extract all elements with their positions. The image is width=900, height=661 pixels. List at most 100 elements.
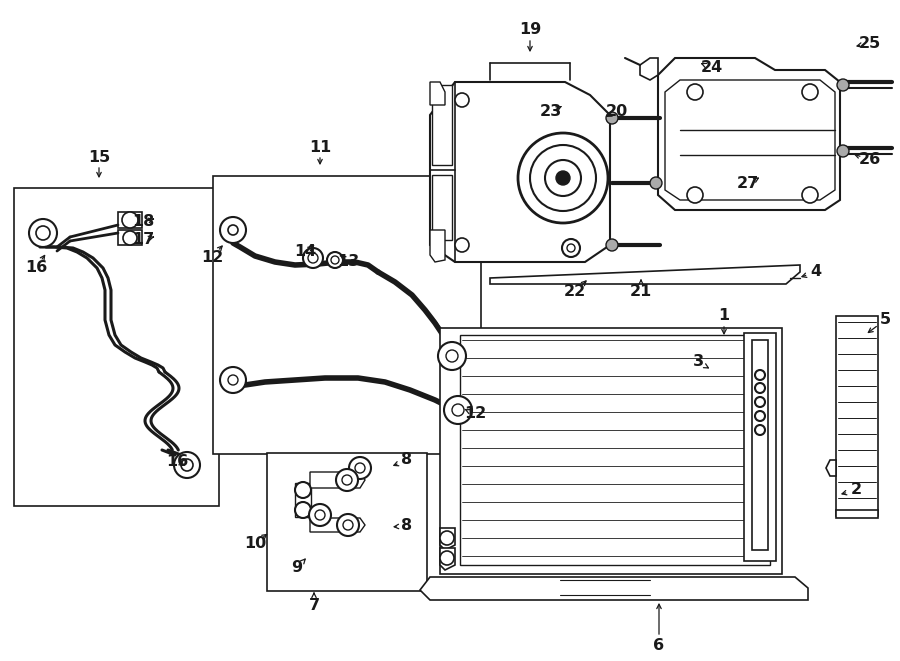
- Circle shape: [556, 171, 570, 185]
- Circle shape: [220, 367, 246, 393]
- Circle shape: [331, 256, 339, 264]
- Circle shape: [355, 463, 365, 473]
- Polygon shape: [752, 340, 768, 550]
- Circle shape: [452, 404, 464, 416]
- Circle shape: [36, 226, 50, 240]
- Text: 23: 23: [540, 104, 562, 120]
- Circle shape: [837, 79, 849, 91]
- Circle shape: [174, 452, 200, 478]
- Circle shape: [837, 145, 849, 157]
- Circle shape: [545, 160, 581, 196]
- Circle shape: [228, 225, 238, 235]
- Circle shape: [755, 411, 765, 421]
- Circle shape: [181, 459, 193, 471]
- Polygon shape: [267, 453, 427, 591]
- Circle shape: [337, 514, 359, 536]
- Text: 25: 25: [859, 36, 881, 50]
- Polygon shape: [460, 335, 770, 565]
- Circle shape: [802, 84, 818, 100]
- Text: 10: 10: [244, 535, 266, 551]
- Polygon shape: [295, 483, 311, 517]
- Circle shape: [228, 375, 238, 385]
- Circle shape: [303, 248, 323, 268]
- Circle shape: [606, 112, 618, 124]
- Text: 18: 18: [132, 215, 154, 229]
- Circle shape: [438, 342, 466, 370]
- Circle shape: [342, 475, 352, 485]
- Polygon shape: [744, 333, 776, 561]
- Text: 12: 12: [201, 249, 223, 264]
- Circle shape: [122, 212, 138, 228]
- Text: 19: 19: [519, 22, 541, 38]
- Circle shape: [295, 482, 311, 498]
- Circle shape: [755, 383, 765, 393]
- Polygon shape: [826, 460, 836, 476]
- Circle shape: [530, 145, 596, 211]
- Polygon shape: [430, 230, 445, 262]
- Circle shape: [755, 397, 765, 407]
- Polygon shape: [430, 82, 445, 105]
- Circle shape: [440, 551, 454, 565]
- Polygon shape: [440, 528, 455, 550]
- Text: 20: 20: [606, 104, 628, 118]
- Circle shape: [455, 93, 469, 107]
- Text: 6: 6: [653, 637, 664, 652]
- Text: 24: 24: [701, 61, 723, 75]
- Text: 21: 21: [630, 284, 652, 299]
- Polygon shape: [440, 548, 455, 570]
- Circle shape: [650, 177, 662, 189]
- Polygon shape: [836, 510, 878, 518]
- Circle shape: [315, 510, 325, 520]
- Text: 14: 14: [294, 245, 316, 260]
- Text: 16: 16: [25, 260, 47, 276]
- Text: 11: 11: [309, 139, 331, 155]
- Circle shape: [687, 187, 703, 203]
- Polygon shape: [665, 80, 835, 200]
- Text: 27: 27: [737, 176, 759, 192]
- Polygon shape: [836, 316, 878, 516]
- Circle shape: [29, 219, 57, 247]
- Polygon shape: [213, 176, 481, 454]
- Text: 13: 13: [337, 254, 359, 268]
- Text: 8: 8: [401, 518, 412, 533]
- Polygon shape: [420, 577, 808, 600]
- Circle shape: [755, 425, 765, 435]
- Circle shape: [220, 217, 246, 243]
- Circle shape: [349, 457, 371, 479]
- Polygon shape: [432, 175, 452, 240]
- Text: 12: 12: [464, 407, 486, 422]
- Polygon shape: [14, 188, 219, 506]
- Circle shape: [562, 239, 580, 257]
- Polygon shape: [490, 265, 800, 284]
- Circle shape: [518, 133, 608, 223]
- Circle shape: [123, 231, 137, 245]
- Circle shape: [802, 187, 818, 203]
- Circle shape: [308, 253, 318, 263]
- Circle shape: [446, 350, 458, 362]
- Polygon shape: [430, 82, 610, 262]
- Polygon shape: [118, 212, 142, 228]
- Circle shape: [444, 396, 472, 424]
- Circle shape: [336, 469, 358, 491]
- Text: 15: 15: [88, 149, 110, 165]
- Text: 26: 26: [859, 153, 881, 167]
- Circle shape: [343, 520, 353, 530]
- Text: 4: 4: [810, 264, 822, 280]
- Circle shape: [687, 84, 703, 100]
- Polygon shape: [658, 58, 840, 210]
- Circle shape: [440, 531, 454, 545]
- Circle shape: [309, 504, 331, 526]
- Polygon shape: [440, 328, 782, 574]
- Text: 16: 16: [166, 453, 188, 469]
- Circle shape: [327, 252, 343, 268]
- Text: 9: 9: [292, 561, 302, 576]
- Polygon shape: [640, 58, 658, 80]
- Text: 17: 17: [132, 233, 154, 247]
- Text: 8: 8: [401, 453, 412, 467]
- Polygon shape: [432, 85, 452, 165]
- Text: 7: 7: [309, 598, 320, 613]
- Circle shape: [755, 370, 765, 380]
- Text: 22: 22: [564, 284, 586, 299]
- Polygon shape: [310, 472, 365, 488]
- Circle shape: [455, 238, 469, 252]
